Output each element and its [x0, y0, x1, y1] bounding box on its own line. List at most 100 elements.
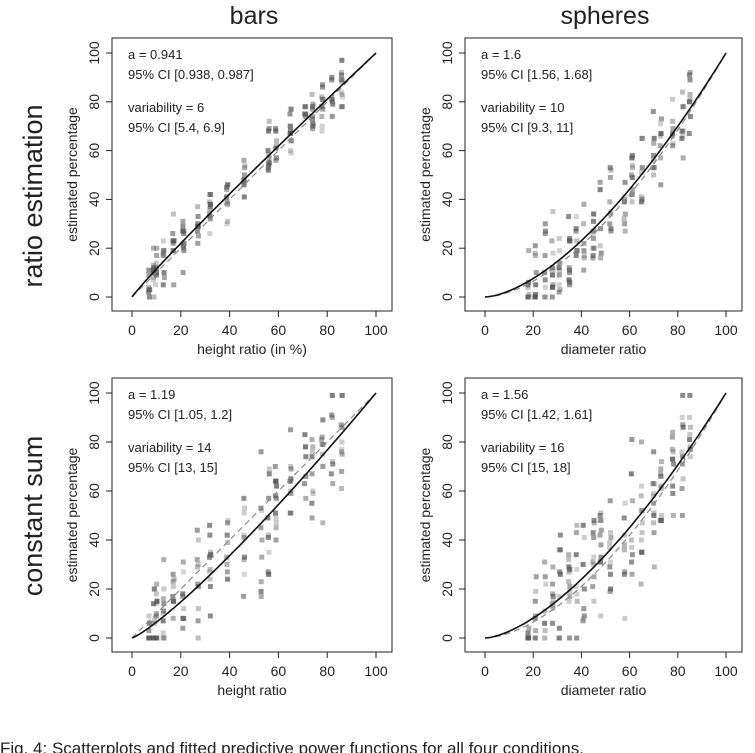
data-point	[557, 569, 563, 575]
data-point	[639, 530, 645, 536]
data-point	[265, 165, 271, 171]
data-point	[574, 238, 580, 244]
data-point	[580, 522, 586, 528]
data-point	[638, 493, 644, 499]
x-axis-label: diameter ratio	[561, 341, 647, 357]
data-point	[621, 532, 627, 538]
data-point	[628, 471, 634, 477]
data-point	[147, 635, 153, 641]
data-point	[258, 588, 264, 594]
data-point	[657, 121, 663, 127]
data-point	[651, 449, 657, 455]
data-point	[556, 260, 562, 266]
data-point	[573, 552, 579, 558]
data-point	[207, 206, 213, 212]
data-point	[607, 544, 613, 550]
data-point	[339, 451, 345, 457]
y-axis-label: estimated percentage	[417, 107, 433, 242]
data-point	[303, 104, 309, 110]
data-point	[242, 162, 248, 168]
x-tick-label: 80	[670, 322, 686, 338]
data-point	[629, 537, 635, 543]
data-point	[206, 569, 212, 575]
data-point	[622, 221, 628, 227]
data-point	[549, 294, 555, 300]
data-point	[608, 167, 614, 173]
data-point	[630, 165, 636, 171]
data-point	[670, 429, 676, 435]
data-point	[598, 250, 604, 256]
figure: bars spheres ratio estimation constant s…	[18, 2, 743, 698]
data-point	[288, 148, 294, 154]
data-point	[329, 113, 335, 119]
data-point	[650, 109, 656, 115]
data-point	[339, 468, 345, 474]
x-tick-label: 20	[173, 663, 189, 679]
data-point	[680, 155, 686, 161]
data-point	[687, 432, 693, 438]
data-point	[320, 520, 326, 526]
data-point	[532, 253, 538, 259]
data-point	[573, 213, 579, 219]
data-point	[651, 564, 657, 570]
data-point	[556, 282, 562, 288]
data-point	[608, 535, 614, 541]
fitted-curve	[484, 52, 727, 298]
data-point	[224, 532, 230, 538]
data-point	[573, 584, 579, 590]
data-point	[567, 593, 573, 599]
figure-caption-clip: Fig. 4: Scatterplots and fitted predicti…	[0, 712, 755, 753]
data-point	[533, 282, 539, 288]
data-point	[629, 174, 635, 180]
data-point	[525, 630, 531, 636]
data-point	[639, 199, 645, 205]
data-point	[224, 562, 230, 567]
data-point	[161, 608, 167, 614]
plot-frame	[111, 377, 393, 653]
y-tick-label: 40	[86, 532, 102, 548]
annotation-text: 95% CI [13, 15]	[128, 460, 218, 475]
data-point	[542, 221, 548, 227]
y-axis-label: estimated percentage	[64, 447, 80, 582]
data-point	[320, 96, 326, 102]
data-point	[556, 272, 562, 278]
data-point	[550, 603, 556, 609]
data-point	[591, 211, 597, 217]
data-point	[303, 111, 309, 117]
data-point	[573, 253, 579, 259]
data-point	[180, 591, 186, 597]
data-point	[556, 235, 562, 241]
data-point	[549, 284, 555, 290]
data-point	[621, 199, 627, 205]
data-point	[195, 240, 201, 246]
data-point	[597, 513, 603, 518]
x-tick-label: 60	[622, 322, 638, 338]
data-point	[320, 464, 326, 469]
data-point	[621, 216, 627, 222]
data-point	[150, 635, 156, 641]
data-point	[151, 586, 157, 592]
data-point	[310, 121, 316, 127]
data-point	[170, 584, 176, 590]
data-point	[181, 606, 187, 612]
data-point	[629, 162, 635, 168]
data-point	[658, 182, 664, 188]
data-point	[224, 221, 230, 227]
data-point	[532, 243, 538, 249]
data-point	[651, 500, 657, 506]
data-point	[303, 444, 309, 450]
data-point	[207, 566, 213, 572]
data-point	[195, 213, 201, 219]
data-point	[591, 245, 597, 251]
data-point	[679, 135, 685, 141]
data-point	[590, 559, 596, 565]
data-point	[621, 571, 627, 577]
data-point	[288, 466, 294, 472]
data-point	[180, 559, 186, 565]
data-point	[679, 128, 685, 134]
data-point	[180, 270, 186, 276]
data-point	[241, 510, 247, 516]
data-point	[567, 584, 573, 590]
data-point	[242, 179, 248, 185]
data-point	[638, 581, 644, 587]
